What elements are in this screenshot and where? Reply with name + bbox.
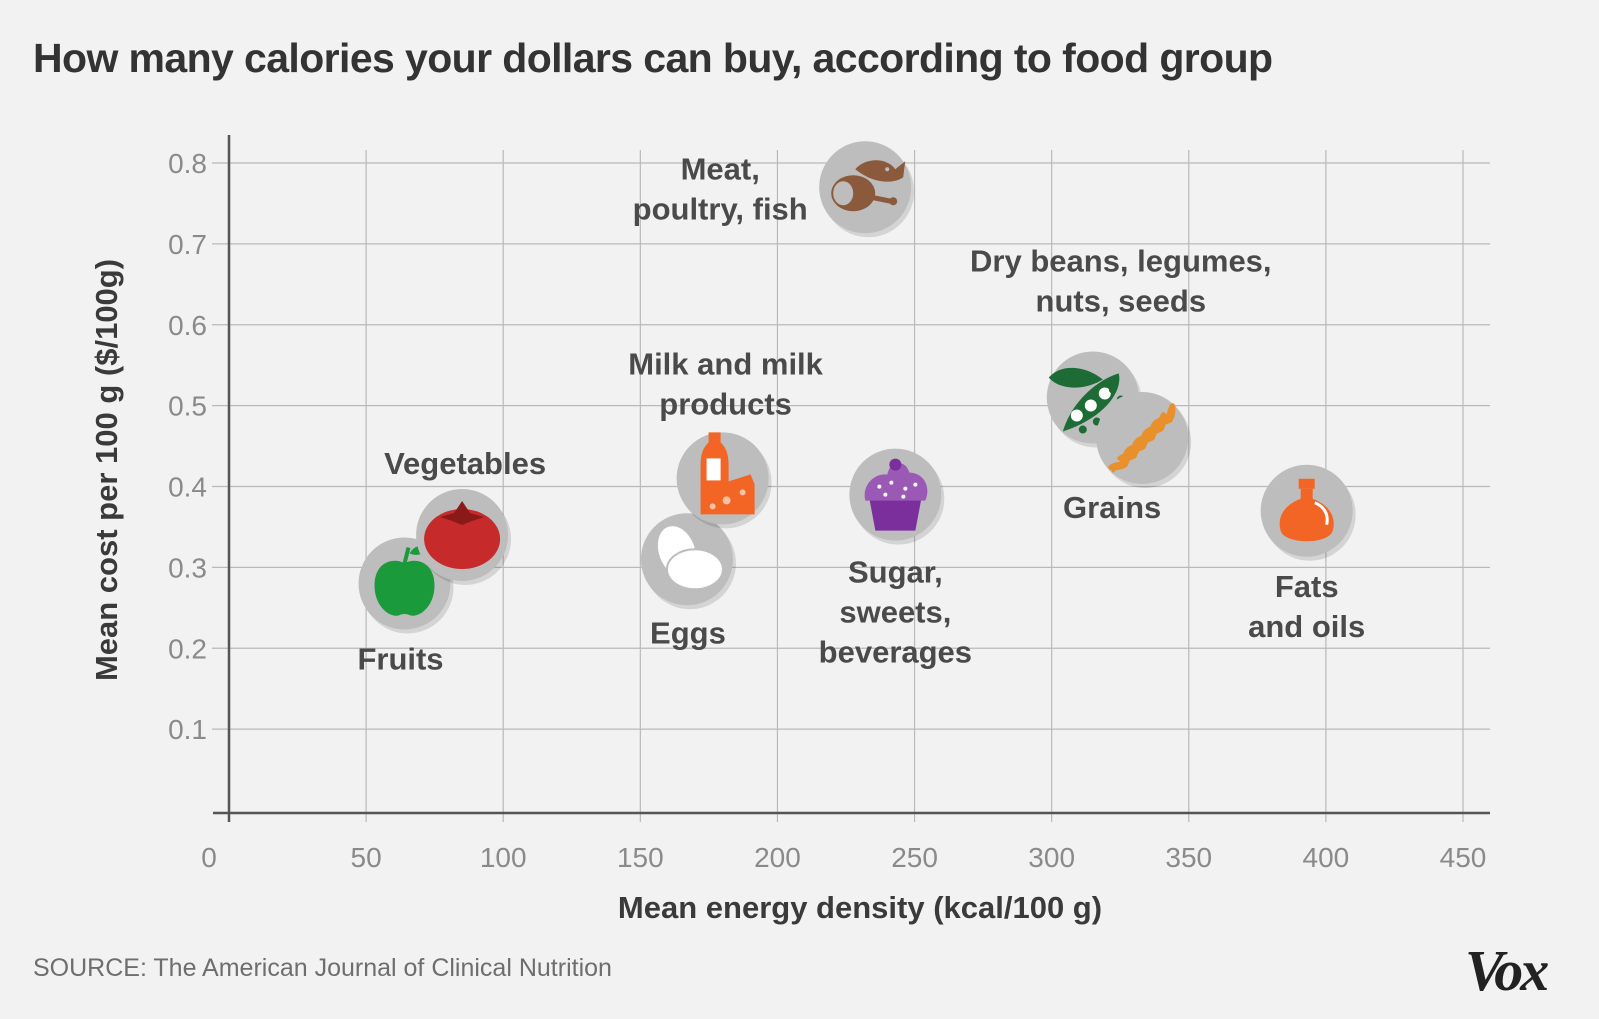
point-label-sugar: Sugar, sweets, beverages: [819, 555, 972, 670]
y-tick-label: 0.5: [168, 391, 207, 422]
point-label-vegetables: Vegetables: [384, 446, 546, 481]
data-point-milk: [676, 432, 772, 529]
point-label-line: Dry beans, legumes,: [970, 244, 1272, 279]
tick-labels: 0 50 100 150 200 250 300 350 400 450 0.1 0.2 0.3 0.4 0…: [168, 148, 1486, 873]
source-note: SOURCE: The American Journal of Clinical…: [33, 954, 612, 982]
y-axis-label: Mean cost per 100 g ($/100g): [89, 259, 124, 681]
x-tick-label: 200: [754, 842, 801, 873]
point-label-fats: Fats and oils: [1248, 569, 1365, 644]
meat-fish-icon: [831, 160, 906, 212]
point-label-line: Fruits: [357, 642, 443, 677]
point-label-fruits: Fruits: [357, 642, 443, 677]
point-label-line: and oils: [1248, 609, 1365, 644]
y-tick-label: 0.2: [168, 633, 207, 664]
tomato-icon: [424, 501, 501, 570]
axes: [213, 135, 1490, 822]
point-label-line: nuts, seeds: [1036, 284, 1207, 319]
peapod-icon: [1048, 367, 1125, 434]
x-tick-label: 150: [617, 842, 664, 873]
point-label-line: Eggs: [650, 615, 726, 650]
milk-cheese-icon: [700, 432, 755, 515]
wheat-icon: [1108, 403, 1176, 474]
point-label-eggs: Eggs: [650, 615, 726, 650]
point-label-meat: Meat, poultry, fish: [633, 151, 808, 226]
x-tick-label: 50: [351, 842, 382, 873]
data-point-eggs: [640, 513, 736, 610]
point-label-line: Milk and milk: [628, 346, 823, 381]
x-tick-label: 100: [480, 842, 527, 873]
point-label-line: sweets,: [839, 595, 951, 630]
data-point-sugar: [849, 448, 945, 545]
y-tick-label: 0.6: [168, 310, 207, 341]
data-points: [358, 141, 1356, 634]
point-label-line: beverages: [819, 635, 972, 670]
chart-title: How many calories your dollars can buy, …: [33, 35, 1272, 81]
point-label-milk: Milk and milk products: [628, 346, 823, 421]
x-tick-label: 450: [1440, 842, 1487, 873]
data-point-fats: [1260, 464, 1356, 561]
vox-logo: Vox: [1465, 938, 1548, 1003]
y-tick-label: 0.7: [168, 229, 207, 260]
egg-icon: [657, 526, 724, 591]
data-point-vegetables: [416, 489, 512, 586]
y-tick-label: 0.8: [168, 148, 207, 179]
x-tick-label: 300: [1028, 842, 1075, 873]
data-point-meat: [819, 141, 915, 238]
point-label-beans: Dry beans, legumes, nuts, seeds: [970, 244, 1272, 319]
oil-bottle-icon: [1279, 478, 1334, 542]
x-tick-label: 400: [1303, 842, 1350, 873]
point-label-line: poultry, fish: [633, 191, 808, 226]
point-label-line: Meat,: [681, 151, 760, 186]
x-tick-label: 350: [1165, 842, 1212, 873]
point-labels: Fruits Vegetables Eggs Milk and milk product…: [357, 151, 1365, 676]
point-label-line: Vegetables: [384, 446, 546, 481]
point-label-line: products: [659, 386, 792, 421]
y-tick-label: 0.3: [168, 552, 207, 583]
point-label-line: Sugar,: [848, 555, 943, 590]
x-tick-label: 250: [891, 842, 938, 873]
x-axis-label: Mean energy density (kcal/100 g): [618, 890, 1102, 925]
y-tick-label: 0.4: [168, 472, 207, 503]
point-label-line: Fats: [1275, 569, 1339, 604]
x-tick-label: 0: [201, 842, 217, 873]
cupcake-icon: [864, 458, 928, 531]
point-label-grains: Grains: [1063, 490, 1161, 525]
y-tick-label: 0.1: [168, 714, 207, 745]
point-label-line: Grains: [1063, 490, 1161, 525]
data-point-grains: [1096, 391, 1192, 488]
